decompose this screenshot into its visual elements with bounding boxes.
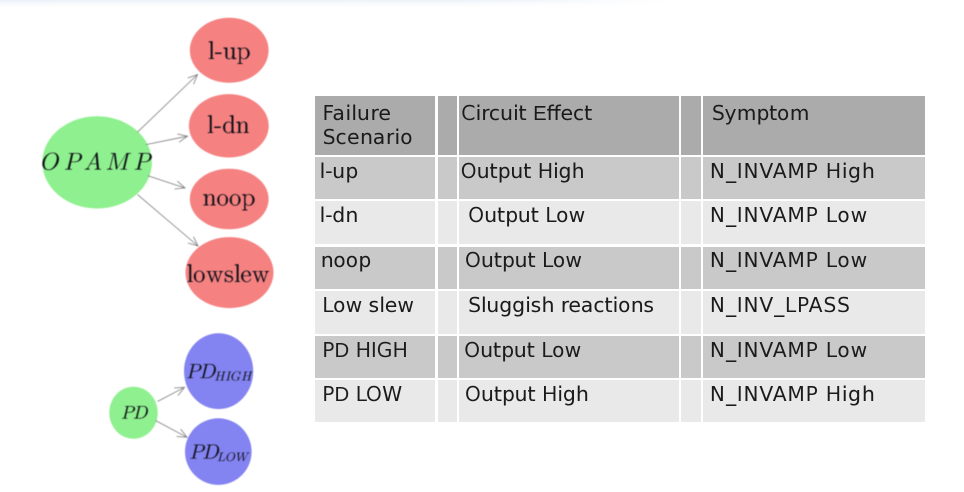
svg-text:noop: noop xyxy=(203,189,256,212)
svg-text:lowslew: lowslew xyxy=(186,264,269,288)
svg-text:PD: PD xyxy=(186,364,216,383)
svg-text:LOW: LOW xyxy=(217,452,248,464)
svg-text:PD: PD xyxy=(190,445,220,464)
svg-text:l-up: l-up xyxy=(208,41,251,65)
svg-text:PD: PD xyxy=(121,405,148,422)
svg-text:HIGH: HIGH xyxy=(215,370,254,383)
svg-text:OPAMP: OPAMP xyxy=(41,152,153,176)
svg-text:l-dn: l-dn xyxy=(207,115,250,139)
